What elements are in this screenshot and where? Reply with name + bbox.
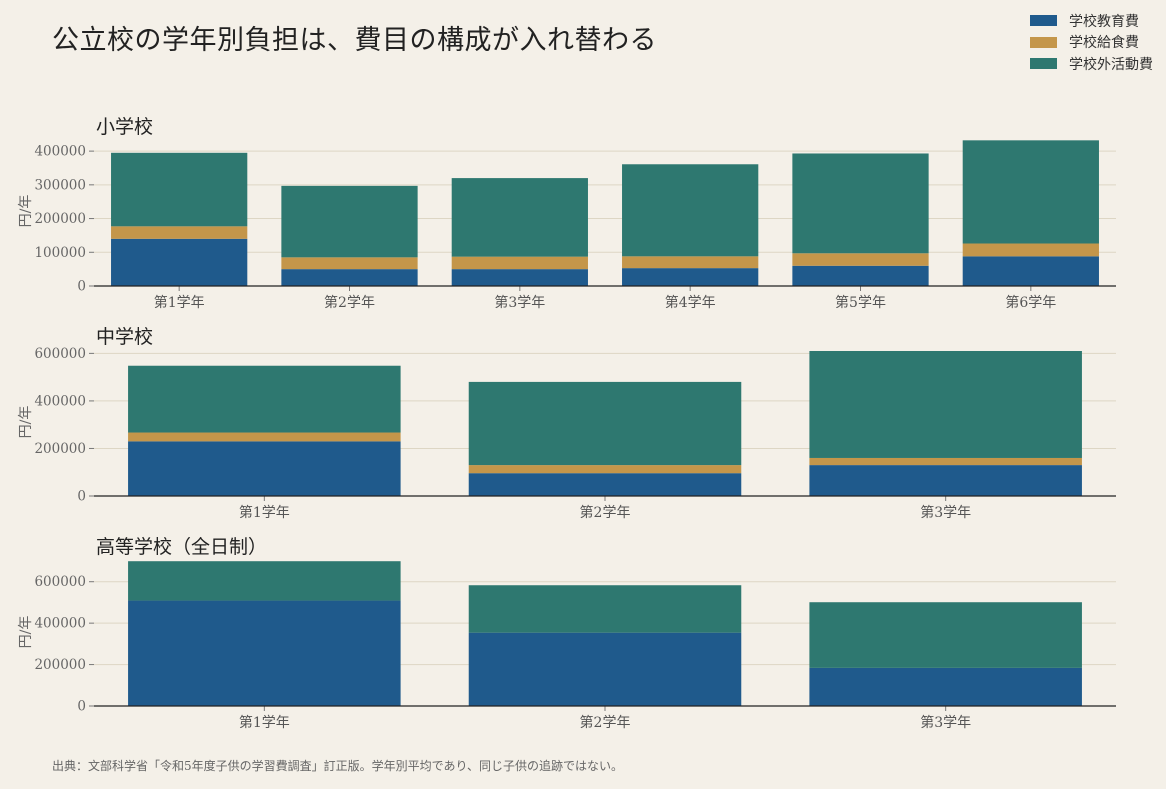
legend-label: 学校外活動費 xyxy=(1069,56,1153,73)
y-tick-label-junior-high: 200000 xyxy=(34,441,86,457)
bar-segment-elementary xyxy=(451,178,588,257)
bar-segment-junior-high xyxy=(468,473,742,496)
bar-segment-elementary xyxy=(451,256,588,270)
legend-label: 学校教育費 xyxy=(1069,13,1139,30)
y-tick-label-high-school: 400000 xyxy=(34,616,86,632)
panel-title-elementary: 小学校 xyxy=(96,116,154,138)
y-tick-label-high-school: 600000 xyxy=(34,574,86,590)
bar-segment-junior-high xyxy=(128,365,401,433)
bar-segment-elementary xyxy=(962,243,1099,257)
legend-swatch-outside-activities xyxy=(1030,58,1057,70)
bar-segment-elementary xyxy=(281,185,418,258)
x-tick-label-high-school: 第1学年 xyxy=(239,714,290,731)
legend-item-school-lunch: 学校給食費 xyxy=(1030,32,1153,54)
y-tick-label-elementary: 300000 xyxy=(34,177,86,193)
x-tick-label-elementary: 第5学年 xyxy=(835,294,886,311)
bar-segment-elementary xyxy=(962,256,1099,286)
y-tick-label-junior-high: 0 xyxy=(77,489,86,505)
bar-segment-junior-high xyxy=(468,465,742,474)
legend: 学校教育費 学校給食費 学校外活動費 xyxy=(1030,10,1153,75)
bar-segment-junior-high xyxy=(128,441,401,496)
bar-segment-junior-high xyxy=(809,465,1082,496)
x-tick-label-junior-high: 第1学年 xyxy=(239,504,290,521)
panel-title-junior-high: 中学校 xyxy=(96,326,154,348)
bar-segment-junior-high xyxy=(809,351,1082,458)
legend-swatch-school-lunch xyxy=(1030,36,1057,48)
y-tick-label-elementary: 0 xyxy=(77,279,86,295)
bar-segment-junior-high xyxy=(809,457,1082,466)
bar-segment-junior-high xyxy=(128,432,401,442)
legend-label: 学校給食費 xyxy=(1069,35,1139,52)
bar-segment-elementary xyxy=(111,226,248,239)
bar-segment-high-school xyxy=(468,585,742,633)
x-tick-label-high-school: 第2学年 xyxy=(580,714,631,731)
x-tick-label-elementary: 第4学年 xyxy=(665,294,716,311)
bar-segment-elementary xyxy=(111,152,248,227)
x-tick-label-elementary: 第3学年 xyxy=(494,294,545,311)
bar-segment-high-school xyxy=(128,600,401,706)
bar-segment-elementary xyxy=(792,153,929,254)
legend-swatch-school-education xyxy=(1030,15,1057,27)
x-tick-label-junior-high: 第3学年 xyxy=(920,504,971,521)
bar-segment-elementary xyxy=(281,257,418,270)
x-tick-label-elementary: 第6学年 xyxy=(1005,294,1056,311)
y-tick-label-junior-high: 400000 xyxy=(34,393,86,409)
source-note: 出典：文部科学省「令和5年度子供の学習費調査」訂正版。学年別平均であり、同じ子供… xyxy=(52,759,624,773)
y-tick-label-high-school: 200000 xyxy=(34,657,86,673)
chart-title: 公立校の学年別負担は、費目の構成が入れ替わる xyxy=(52,25,657,56)
bar-segment-elementary xyxy=(792,253,929,266)
x-tick-label-high-school: 第3学年 xyxy=(920,714,971,731)
legend-item-outside-activities: 学校外活動費 xyxy=(1030,53,1153,75)
y-tick-label-high-school: 0 xyxy=(77,699,86,715)
y-tick-label-elementary: 400000 xyxy=(34,144,86,160)
bar-segment-elementary xyxy=(962,140,1099,244)
bar-segment-junior-high xyxy=(468,381,742,466)
bar-segment-elementary xyxy=(622,164,759,257)
x-tick-label-elementary: 第2学年 xyxy=(324,294,375,311)
bar-segment-elementary xyxy=(281,269,418,286)
bar-segment-high-school xyxy=(809,667,1082,706)
y-tick-label-elementary: 200000 xyxy=(34,211,86,227)
bar-segment-elementary xyxy=(451,269,588,286)
bar-segment-elementary xyxy=(622,256,759,269)
bar-segment-high-school xyxy=(809,602,1082,668)
bar-segment-elementary xyxy=(792,265,929,286)
bar-segment-high-school xyxy=(128,561,401,601)
x-tick-label-junior-high: 第2学年 xyxy=(580,504,631,521)
x-tick-label-elementary: 第1学年 xyxy=(154,294,205,311)
panel-title-high-school: 高等学校（全日制） xyxy=(96,536,268,558)
bar-segment-high-school xyxy=(468,632,742,706)
y-tick-label-junior-high: 600000 xyxy=(34,346,86,362)
legend-item-school-education: 学校教育費 xyxy=(1030,10,1153,32)
bar-segment-elementary xyxy=(111,238,248,286)
bar-segment-elementary xyxy=(622,268,759,286)
y-tick-label-elementary: 100000 xyxy=(34,245,86,261)
